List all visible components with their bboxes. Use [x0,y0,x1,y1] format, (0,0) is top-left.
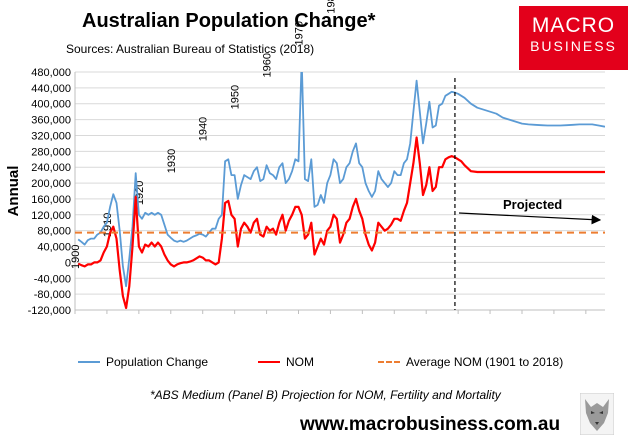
y-tick-label: 440,000 [31,83,71,95]
macrobusiness-logo: MACRO BUSINESS [519,6,628,70]
footnote: *ABS Medium (Panel B) Projection for NOM… [150,388,501,402]
y-tick-label: 240,000 [31,162,71,174]
y-tick-label: 400,000 [31,99,71,111]
legend-label-population: Population Change [106,355,209,369]
y-tick-label: 280,000 [31,146,71,158]
wolf-logo-icon [580,393,614,435]
x-tick-label: 1960 [262,53,274,77]
y-tick-label: 480,000 [31,67,71,79]
y-tick-label: 80,000 [37,226,71,238]
legend-swatch-population [78,361,100,363]
x-tick-label: 1980 [325,0,337,14]
website-url[interactable]: www.macrobusiness.com.au [300,414,561,435]
y-tick-label: -80,000 [34,289,71,301]
y-tick-label: -40,000 [34,273,71,285]
y-tick-label: 200,000 [31,178,71,190]
chart-title: Australian Population Change* [82,10,376,32]
x-tick-label: 1950 [230,85,242,109]
legend-swatch-nom [258,361,280,363]
x-tick-label: 1940 [198,117,210,141]
nom-line [77,136,605,310]
population-chart: -120,000 -80,000 -40,000 0 40,000 80,000 120,0… [5,0,605,317]
y-tick-label: -120,000 [28,305,71,317]
chart-legend: Population Change NOM Average NOM (1901 … [0,355,633,375]
population-change-line [77,72,605,288]
logo-line-2: BUSINESS [530,38,617,54]
logo-line-1: MACRO [531,14,616,37]
legend-population-change: Population Change [78,355,208,369]
plot-area [75,72,605,310]
x-tick-label: 1930 [166,149,178,173]
projected-arrow [458,212,602,225]
y-tick-label: 360,000 [31,115,71,127]
projected-label: Projected [503,197,562,212]
x-tick-label: 1970 [293,21,305,45]
y-tick-label: 160,000 [31,194,71,206]
legend-nom: NOM [258,355,314,369]
sources-note: Sources: Australian Bureau of Statistics… [66,42,315,56]
y-tick-label: 40,000 [37,242,71,254]
y-tick-label: 320,000 [31,130,71,142]
y-axis-label: Annual [5,166,22,217]
legend-swatch-average [378,361,400,363]
y-tick-label: 120,000 [31,210,71,222]
legend-average-nom: Average NOM (1901 to 2018) [378,355,563,369]
y-tick-label: 0 [65,257,71,269]
legend-label-nom: NOM [286,355,314,369]
legend-label-average: Average NOM (1901 to 2018) [406,355,564,369]
